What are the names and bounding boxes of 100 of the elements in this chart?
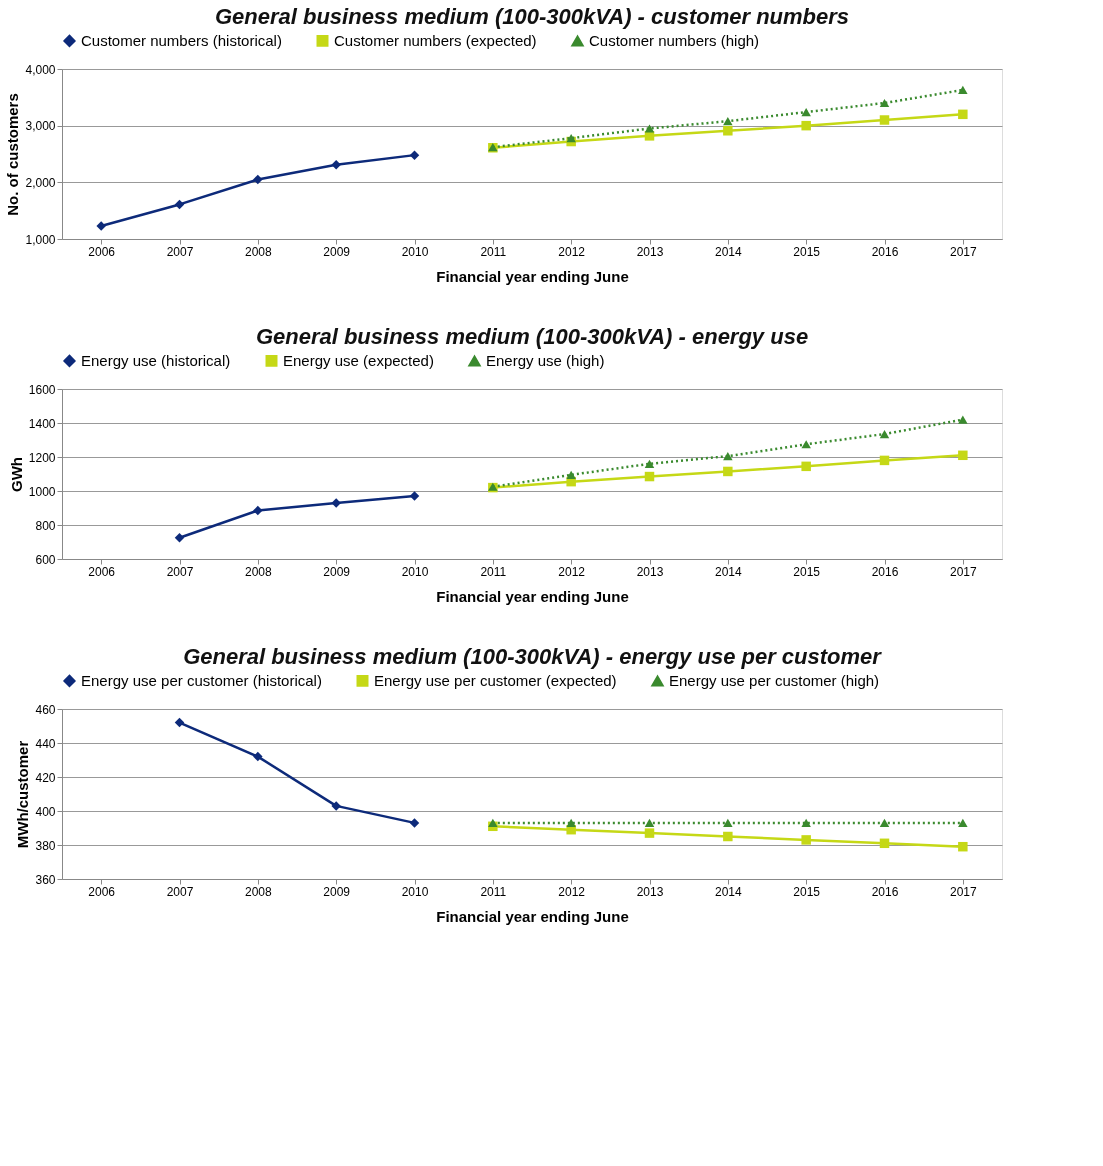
x-tick-label: 2011 <box>480 244 507 259</box>
point <box>801 120 811 131</box>
point <box>566 470 576 479</box>
y-tick-label: 600 <box>35 552 56 567</box>
x-tick-label: 2016 <box>871 884 899 899</box>
point <box>644 471 655 482</box>
x-tick-label: 2006 <box>88 884 116 899</box>
point <box>801 440 811 449</box>
point <box>801 818 811 828</box>
point <box>174 717 185 728</box>
y-tick-label: 460 <box>35 702 56 717</box>
x-tick-label: 2013 <box>636 244 664 259</box>
x-tick-label: 2014 <box>714 564 742 579</box>
point <box>253 505 263 516</box>
point <box>723 831 733 842</box>
x-tick-label: 2013 <box>636 564 664 579</box>
point <box>253 174 263 185</box>
x-tick-label: 2012 <box>558 884 586 899</box>
y-tick-label: 1200 <box>28 450 56 465</box>
point <box>331 801 341 811</box>
legend-label: Energy use per customer (high) <box>669 672 880 690</box>
x-tick-label: 2017 <box>949 884 977 899</box>
y-tick-label: 3,000 <box>25 119 56 134</box>
y-tick-label: 420 <box>35 770 56 785</box>
y-axis-title: MWh/customer <box>14 740 32 849</box>
x-tick-label: 2015 <box>793 244 821 259</box>
x-tick-label: 2009 <box>323 884 351 899</box>
y-tick-label: 400 <box>35 804 56 819</box>
point <box>879 429 890 439</box>
legend-label: Energy use (historical) <box>81 351 231 369</box>
chart-title: General business medium (100-300kVA) - energy use per customer <box>183 644 883 669</box>
point <box>331 160 341 170</box>
point <box>644 459 655 468</box>
x-tick-label: 2015 <box>793 884 821 899</box>
x-tick-label: 2006 <box>88 564 116 579</box>
y-tick-label: 1,000 <box>25 232 56 247</box>
point <box>174 199 185 210</box>
x-tick-label: 2010 <box>401 884 429 899</box>
x-axis-title: Financial year ending June <box>436 267 629 285</box>
point <box>253 751 263 762</box>
x-tick-label: 2014 <box>714 884 742 899</box>
x-tick-label: 2011 <box>480 564 507 579</box>
x-tick-label: 2006 <box>88 244 116 259</box>
x-tick-label: 2007 <box>166 884 194 899</box>
x-tick-label: 2013 <box>636 884 664 899</box>
x-tick-label: 2010 <box>401 244 429 259</box>
x-tick-label: 2014 <box>714 244 742 259</box>
point <box>801 461 811 472</box>
point <box>879 838 890 849</box>
point <box>723 126 733 136</box>
legend-label: Customer numbers (historical) <box>81 31 282 49</box>
x-tick-label: 2015 <box>793 564 821 579</box>
point <box>566 818 576 828</box>
y-tick-label: 800 <box>35 518 56 533</box>
legend-label: Energy use (expected) <box>283 351 434 369</box>
x-axis-title: Financial year ending June <box>436 907 629 925</box>
y-tick-label: 1000 <box>28 484 56 499</box>
point <box>958 818 968 828</box>
x-tick-label: 2009 <box>323 564 351 579</box>
legend-label: Customer numbers (expected) <box>334 31 537 49</box>
point <box>723 818 733 828</box>
legend-label: Energy use per customer (expected) <box>374 671 617 689</box>
point <box>958 841 968 852</box>
y-axis-title: GWh <box>7 457 25 492</box>
x-tick-label: 2011 <box>480 884 507 899</box>
y-tick-label: 2,000 <box>25 175 56 190</box>
chart-title: General business medium (100-300kVA) - customer numbers <box>214 4 850 29</box>
point <box>958 450 968 461</box>
point <box>174 533 185 543</box>
legend-label: Customer numbers (high) <box>589 32 760 50</box>
point <box>723 117 733 126</box>
point <box>331 498 341 508</box>
x-tick-label: 2009 <box>323 244 351 259</box>
x-tick-label: 2007 <box>166 244 194 259</box>
y-tick-label: 4,000 <box>25 62 56 77</box>
point <box>879 115 890 125</box>
point <box>879 455 890 466</box>
x-tick-label: 2010 <box>401 564 429 579</box>
point <box>488 818 498 828</box>
chart-title: General business medium (100-300kVA) - energy use <box>255 324 809 349</box>
point <box>644 828 655 838</box>
point <box>801 107 811 117</box>
point <box>566 134 576 143</box>
point <box>958 109 968 120</box>
x-tick-label: 2012 <box>558 244 586 259</box>
y-tick-label: 440 <box>35 736 56 751</box>
legend-label: Energy use per customer (historical) <box>81 671 322 689</box>
point <box>958 415 968 424</box>
y-tick-label: 1400 <box>28 416 56 431</box>
y-axis-title: No. of customers <box>4 93 22 216</box>
point <box>879 98 890 108</box>
x-tick-label: 2017 <box>949 244 977 259</box>
x-tick-label: 2016 <box>871 244 899 259</box>
x-tick-label: 2016 <box>871 564 899 579</box>
x-tick-label: 2017 <box>949 564 977 579</box>
point <box>644 818 655 828</box>
point <box>644 124 655 133</box>
point <box>723 452 733 461</box>
y-tick-label: 380 <box>35 838 56 853</box>
x-axis-title: Financial year ending June <box>436 587 629 605</box>
